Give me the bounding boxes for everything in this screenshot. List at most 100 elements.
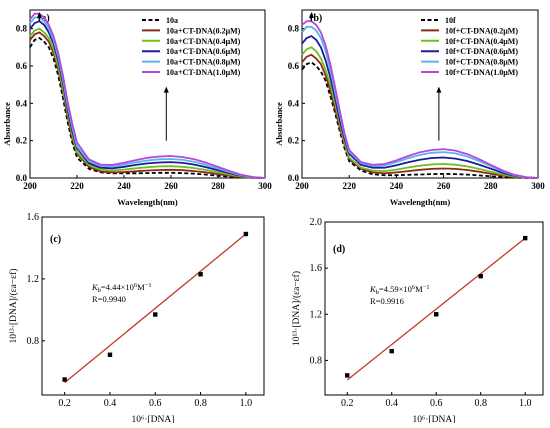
data-point (107, 352, 113, 357)
series-line (301, 53, 539, 179)
arrow-head (163, 86, 169, 93)
kb-annotation: Kb=4.44×106M−1 (91, 282, 152, 294)
legend-label: 10f+CT-DNA(0.6μM) (445, 47, 518, 56)
x-axis-title: Wavelength(nm) (390, 197, 451, 207)
data-point (434, 312, 439, 317)
x-tick-label: 0.6 (149, 398, 162, 409)
data-point (345, 373, 350, 378)
x-tick-label: 0.2 (58, 398, 71, 409)
data-point (389, 348, 394, 354)
legend-label: 10a+CT-DNA(0.6μM) (166, 47, 241, 56)
panel-c: 0.2 0.4 0.6 0.8 1.0 0.8 1.2 1.6 (c) 10⁶·[DNA] 10¹³… (8, 212, 265, 425)
y-tick-label: 0.2 (288, 136, 300, 146)
x-tick-label: 300 (531, 181, 545, 191)
y-tick-label: 0.6 (16, 61, 28, 71)
x-tick-label: 240 (117, 181, 131, 191)
plot-frame (29, 9, 266, 179)
y-tick-label: 1.2 (310, 309, 323, 320)
series-line (29, 12, 266, 179)
arrow-head (36, 12, 42, 18)
y-tick-label: 0.4 (16, 98, 28, 108)
plot-frame (301, 9, 539, 179)
panel-letter: (d) (333, 244, 345, 255)
plot-frame (41, 216, 265, 396)
y-tick-label: 1.6 (27, 212, 40, 223)
series-line (301, 35, 539, 179)
x-tick-label: 1.0 (240, 398, 253, 409)
data-point (153, 312, 158, 317)
fit-line (64, 233, 247, 384)
x-tick-label: 260 (437, 181, 451, 191)
y-tick-label: 0.8 (288, 24, 300, 34)
x-tick-label: 0.4 (385, 398, 398, 409)
y-tick-label: 0.8 (310, 355, 323, 366)
series-line (29, 20, 266, 179)
x-tick-label: 220 (70, 181, 84, 191)
x-tick-label: 280 (211, 181, 225, 191)
panel-letter: (b) (310, 13, 322, 24)
x-tick-label: 0.4 (104, 398, 117, 409)
plot-frame (324, 221, 544, 396)
legend-label: 10a+CT-DNA(1.0μM) (166, 68, 241, 77)
series-line (29, 36, 266, 179)
x-tick-label: 1.0 (519, 398, 532, 409)
y-axis-title: 10¹³·[DNA]/(εa−εf) (291, 271, 302, 346)
series-line (301, 25, 539, 179)
y-tick-label: 0.4 (288, 98, 300, 108)
legend-label: 10a (166, 16, 178, 25)
x-tick-label: 0.8 (194, 398, 207, 409)
y-axis-title: Absorbance (2, 102, 12, 146)
x-tick-label: 220 (342, 181, 356, 191)
y-tick-label: 0.6 (288, 61, 300, 71)
panel-letter: (c) (50, 234, 61, 245)
kb-annotation: Kb=4.59×106M−1 (369, 284, 430, 296)
panel-d: 0.2 0.4 0.6 0.8 1.0 0.8 1.2 1.6 2.0 (d) 10⁶·[DNA] 1… (291, 217, 544, 425)
legend-label: 10f (445, 16, 456, 25)
x-tick-label: 280 (484, 181, 498, 191)
x-tick-label: 200 (23, 181, 37, 191)
series-line (29, 16, 266, 179)
legend-label: 10f+CT-DNA(0.4μM) (445, 37, 518, 46)
y-tick-label: 0.2 (16, 136, 28, 146)
series-line (301, 46, 539, 179)
x-tick-label: 200 (295, 181, 309, 191)
x-tick-label: 260 (164, 181, 178, 191)
y-tick-label: 1.6 (310, 263, 323, 274)
legend-label: 10f+CT-DNA(1.0μM) (445, 68, 518, 77)
panel-a: 200 220 240 260 280 3000.00.20.40.60.8(a)Wave… (2, 9, 272, 207)
r-annotation: R=0.9940 (92, 294, 126, 304)
data-point (198, 272, 203, 277)
y-tick-label: 0.8 (16, 24, 28, 34)
series-line (301, 20, 539, 179)
y-axis-title: Absorbance (274, 102, 284, 146)
arrow-head (308, 12, 314, 18)
y-tick-label: 0.0 (16, 173, 28, 183)
x-axis-title: 10⁶·[DNA] (413, 415, 456, 423)
data-point (62, 377, 67, 382)
series-line (29, 27, 266, 179)
x-axis-title: Wavelength(nm) (117, 197, 178, 207)
legend-label: 10a+CT-DNA(0.4μM) (166, 37, 241, 46)
legend-label: 10a+CT-DNA(0.2μM) (166, 26, 241, 35)
y-tick-label: 0.8 (27, 336, 40, 347)
y-tick-label: 1.2 (27, 274, 40, 285)
series-line (301, 61, 538, 179)
x-axis-title: 10⁶·[DNA] (132, 415, 175, 423)
y-axis-title: 10¹³·[DNA]/(εa−εf) (8, 269, 19, 344)
x-tick-label: 0.2 (341, 398, 354, 409)
data-point (243, 231, 249, 237)
legend-label: 10f+CT-DNA(0.8μM) (445, 58, 518, 67)
r-annotation: R=0.9916 (370, 296, 404, 306)
arrow-head (436, 86, 442, 93)
x-tick-label: 240 (390, 181, 404, 191)
data-point (478, 274, 483, 279)
data-point (523, 235, 528, 241)
legend-label: 10f+CT-DNA(0.2μM) (445, 26, 518, 35)
y-tick-label: 2.0 (310, 217, 323, 228)
legend-label: 10a+CT-DNA(0.8μM) (166, 58, 241, 67)
x-tick-label: 300 (258, 181, 272, 191)
fit-line (346, 237, 526, 381)
panel-b: 200 220 240 260 280 300 0.0 0.2 0.4 0.6 0.8 (b) Wave… (274, 9, 545, 207)
